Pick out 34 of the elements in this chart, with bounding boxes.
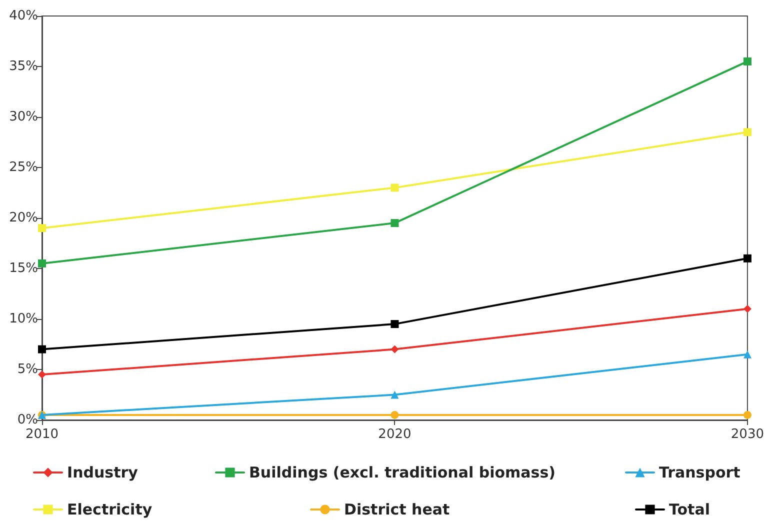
y-tick-label: 5% — [17, 362, 38, 377]
point — [390, 184, 399, 192]
point — [743, 304, 752, 313]
y-tick-label: 25% — [9, 160, 38, 175]
x-tick-label: 2030 — [730, 427, 764, 442]
y-tick-label: 20% — [9, 210, 38, 226]
legend-label: Buildings (excl. traditional biomass) — [249, 464, 556, 482]
point — [390, 219, 399, 228]
x-tick-label: 2010 — [25, 427, 59, 442]
legend-label: Electricity — [67, 500, 152, 518]
point — [390, 410, 399, 419]
point — [743, 350, 752, 358]
y-tick-label: 15% — [9, 261, 38, 276]
y-tick-label: 40% — [9, 8, 38, 24]
point — [743, 128, 752, 136]
y-tick-label: 10% — [9, 312, 38, 326]
point — [743, 410, 752, 419]
point — [743, 254, 752, 262]
point — [390, 390, 399, 399]
point — [38, 224, 46, 232]
point — [38, 259, 46, 268]
legend-label: Total — [669, 500, 710, 518]
point — [743, 57, 752, 66]
y-tick-label: 0% — [17, 412, 38, 428]
point — [390, 345, 399, 354]
x-tick-label: 2020 — [378, 427, 412, 442]
point — [390, 320, 399, 328]
point — [38, 370, 46, 379]
legend-label: Transport — [659, 464, 740, 482]
legend-label: Industry — [67, 464, 138, 482]
y-tick-label: 30% — [9, 110, 38, 124]
legend-label: District heat — [344, 500, 450, 518]
y-tick-label: 35% — [9, 59, 38, 74]
point — [38, 345, 46, 354]
